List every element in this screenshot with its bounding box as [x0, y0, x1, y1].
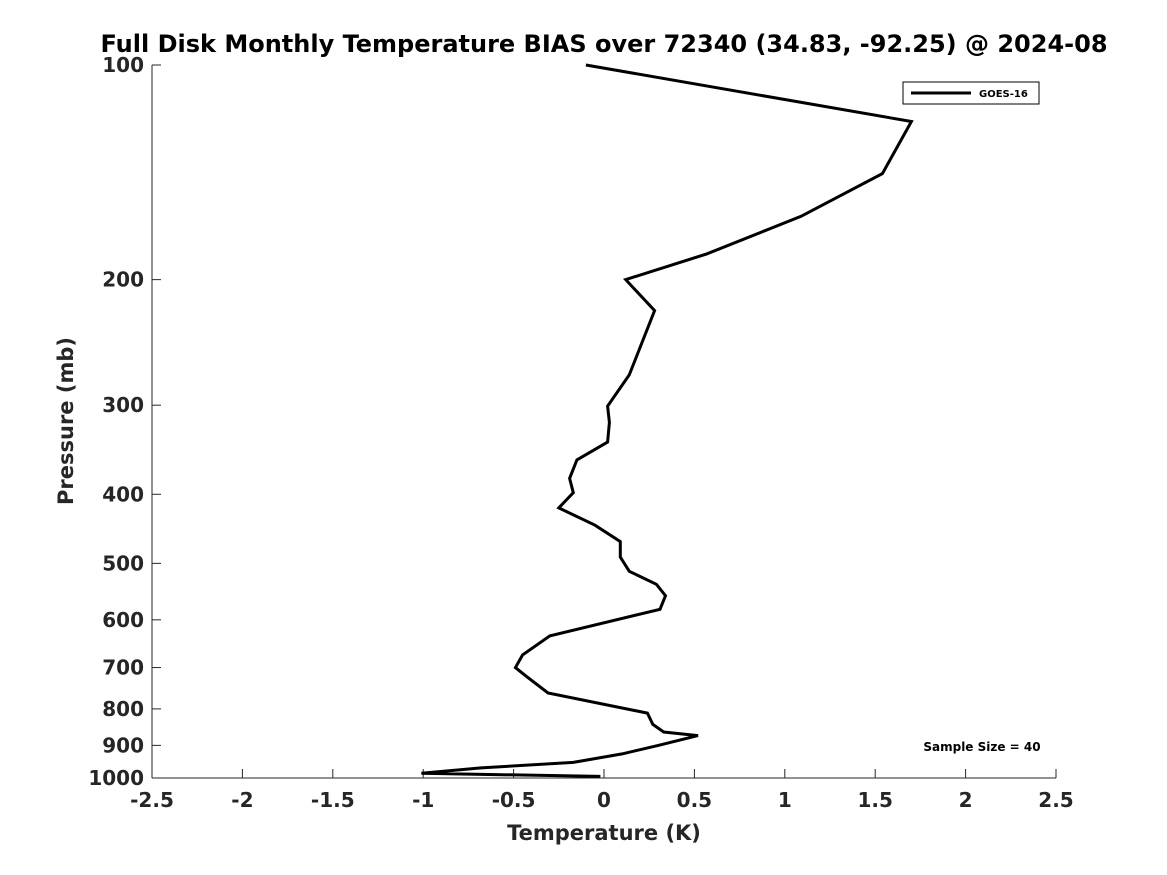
y-axis-label: Pressure (mb) [54, 337, 78, 505]
x-tick-label: -2 [231, 788, 253, 812]
legend: GOES-16 [902, 81, 1040, 105]
y-tick-label: 100 [102, 53, 144, 77]
y-tick-label: 200 [102, 268, 144, 292]
x-axis-label: Temperature (K) [507, 821, 701, 845]
y-tick-label: 700 [102, 656, 144, 680]
y-tick-label: 300 [102, 393, 144, 417]
x-tick-label: 0.5 [677, 788, 712, 812]
y-tick-label: 500 [102, 551, 144, 575]
x-tick-label: 2 [959, 788, 973, 812]
series-line-goes-16 [421, 63, 914, 778]
axes: -2.5 -2 -1.5 -1 -0.5 0 0.5 1 1.5 2 2.5 100 200 300 400… [88, 53, 1073, 812]
sample-size-annotation: Sample Size = 40 [923, 740, 1040, 754]
x-tick-label: -0.5 [492, 788, 536, 812]
y-tick-label: 1000 [88, 766, 144, 790]
y-tick-label: 400 [102, 482, 144, 506]
chart-title: Full Disk Monthly Temperature BIAS over … [100, 30, 1107, 58]
x-tick-label: -2.5 [130, 788, 174, 812]
x-tick-label: 2.5 [1038, 788, 1073, 812]
x-tick-label: 0 [597, 788, 611, 812]
series-layer [421, 63, 914, 778]
x-tick-label: -1 [412, 788, 434, 812]
y-tick-label: 900 [102, 733, 144, 757]
x-tick-label: 1 [778, 788, 792, 812]
x-tick-label: -1.5 [311, 788, 355, 812]
legend-label-goes-16: GOES-16 [979, 89, 1028, 100]
x-tick-label: 1.5 [857, 788, 892, 812]
y-tick-label: 600 [102, 608, 144, 632]
y-tick-label: 800 [102, 697, 144, 721]
